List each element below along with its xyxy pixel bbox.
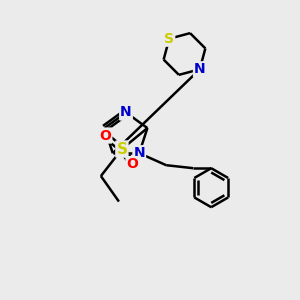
Text: S: S [116, 142, 128, 157]
Text: O: O [100, 128, 111, 142]
Text: O: O [127, 157, 138, 171]
Text: N: N [120, 106, 132, 119]
Text: N: N [194, 62, 206, 76]
Text: N: N [134, 146, 145, 160]
Text: S: S [164, 32, 174, 46]
